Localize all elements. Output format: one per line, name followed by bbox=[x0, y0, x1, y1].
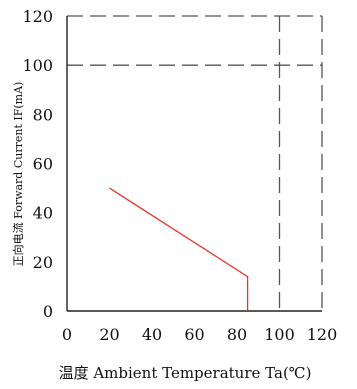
y-tick-labels: 0 20 40 60 80 100 120 bbox=[22, 7, 53, 321]
y-tick-label-60: 60 bbox=[33, 155, 53, 174]
x-tick-label-120: 120 bbox=[307, 325, 338, 344]
axes bbox=[66, 16, 322, 312]
y-tick-label-40: 40 bbox=[33, 204, 53, 223]
series-line-0 bbox=[109, 187, 249, 311]
y-tick-label-100: 100 bbox=[22, 56, 53, 75]
y-tick-label-0: 0 bbox=[43, 302, 53, 321]
y-axis-title: 正向电流 Forward Current IF(mA) bbox=[11, 82, 25, 267]
y-tick-label-80: 80 bbox=[33, 105, 53, 124]
reference-lines bbox=[67, 15, 323, 311]
x-tick-label-80: 80 bbox=[227, 325, 247, 344]
x-axis-title: 温度 Ambient Temperature Ta(℃) bbox=[59, 364, 312, 382]
series-layer bbox=[109, 187, 249, 311]
y-tick-label-120: 120 bbox=[22, 7, 53, 26]
y-tick-label-20: 20 bbox=[33, 253, 53, 272]
x-tick-label-60: 60 bbox=[184, 325, 204, 344]
x-tick-label-20: 20 bbox=[99, 325, 119, 344]
x-tick-labels: 0 20 40 60 80 100 120 bbox=[62, 325, 337, 344]
x-tick-label-40: 40 bbox=[142, 325, 162, 344]
x-tick-label-0: 0 bbox=[62, 325, 72, 344]
x-tick-label-100: 100 bbox=[264, 325, 295, 344]
